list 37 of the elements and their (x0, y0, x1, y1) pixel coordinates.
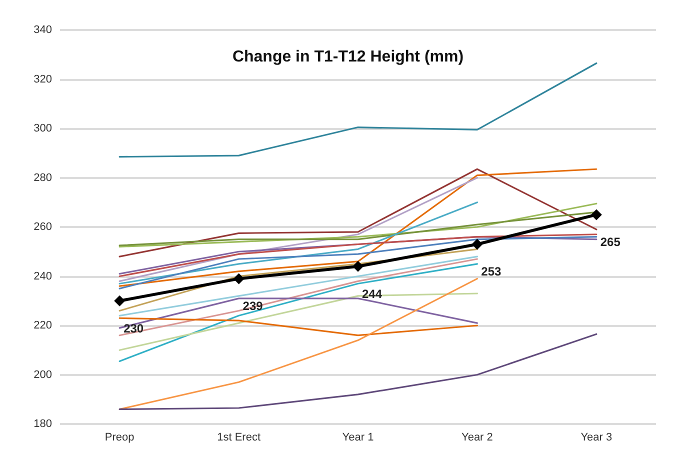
data-label: 265 (600, 235, 621, 250)
line-series (118, 176, 478, 282)
data-label: 230 (124, 321, 144, 336)
y-tick-label: 200 (34, 368, 52, 381)
line-series (118, 168, 598, 258)
data-label: 239 (242, 299, 264, 314)
y-tick-label: 260 (34, 221, 52, 233)
line-series (118, 278, 478, 410)
y-tick-label: 220 (34, 320, 52, 332)
y-tick-label: 180 (34, 418, 52, 430)
data-label: 253 (481, 264, 502, 279)
line-series (118, 258, 478, 336)
y-tick-label: 320 (34, 73, 52, 86)
x-tick-label: Preop (104, 432, 134, 444)
point (590, 209, 602, 220)
point (114, 295, 126, 306)
x-tick-label: Year 2 (461, 432, 493, 444)
data-label: 244 (362, 286, 382, 301)
x-tick-label: 1st Erect (217, 432, 261, 444)
line-series (118, 263, 478, 362)
line-series (118, 168, 598, 287)
line-series (118, 256, 478, 316)
text: Change in T1-T12 Height (mm) (232, 48, 464, 66)
line-series (118, 202, 598, 248)
line-series (118, 236, 598, 290)
y-tick-label: 300 (34, 122, 52, 134)
y-tick-label: 240 (34, 270, 52, 282)
point (352, 260, 364, 272)
line-series (118, 333, 598, 410)
line-series (118, 317, 478, 336)
y-tick-label: 280 (34, 172, 52, 184)
line-series (118, 202, 478, 284)
point (472, 238, 483, 250)
x-tick-label: Year 3 (580, 432, 612, 444)
point (233, 273, 244, 284)
x-tick-label: Year 1 (342, 432, 374, 444)
y-tick-label: 340 (34, 24, 52, 36)
